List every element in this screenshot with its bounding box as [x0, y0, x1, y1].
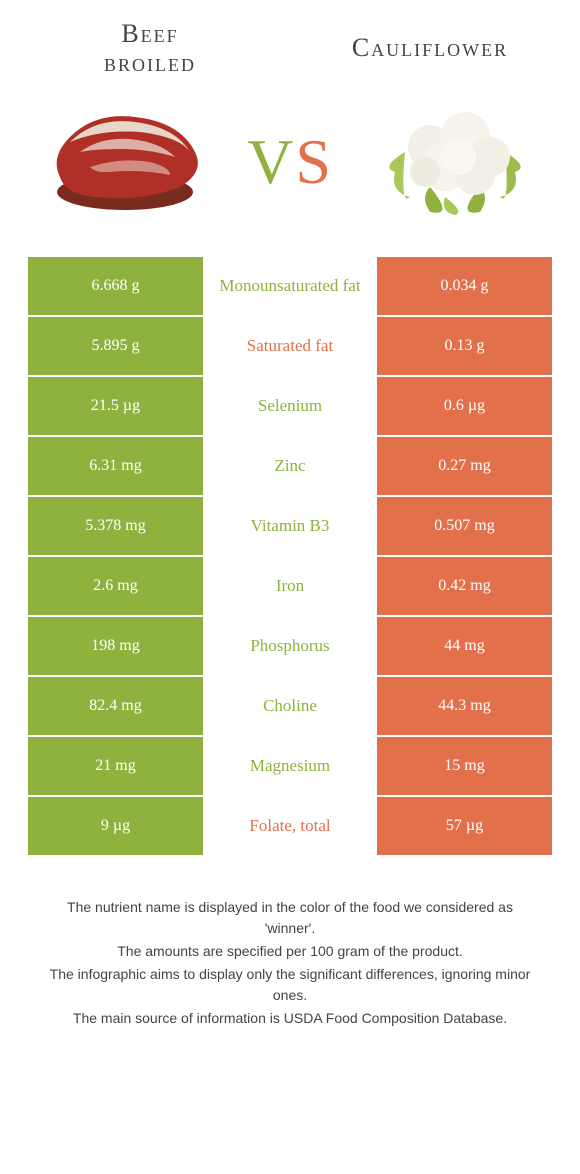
table-row: 9 µgFolate, total57 µg — [28, 797, 552, 857]
header-titles: Beefbroiled Cauliflower — [0, 0, 580, 87]
table-cell-label: Magnesium — [203, 737, 377, 797]
table-row: 6.31 mgZinc0.27 mg — [28, 437, 552, 497]
table-cell-right: 0.13 g — [377, 317, 552, 377]
table-cell-label: Iron — [203, 557, 377, 617]
footer-line-2: The amounts are specified per 100 gram o… — [40, 941, 540, 962]
right-food-title: Cauliflower — [320, 34, 540, 63]
table-cell-right: 15 mg — [377, 737, 552, 797]
table-row: 2.6 mgIron0.42 mg — [28, 557, 552, 617]
table-cell-left: 21.5 µg — [28, 377, 203, 437]
left-food-title: Beefbroiled — [40, 20, 260, 77]
table-cell-right: 0.6 µg — [377, 377, 552, 437]
table-cell-right: 0.507 mg — [377, 497, 552, 557]
table-cell-right: 0.42 mg — [377, 557, 552, 617]
table-cell-label: Selenium — [203, 377, 377, 437]
table-row: 21.5 µgSelenium0.6 µg — [28, 377, 552, 437]
table-row: 6.668 gMonounsaturated fat0.034 g — [28, 257, 552, 317]
table-cell-label: Choline — [203, 677, 377, 737]
table-cell-left: 21 mg — [28, 737, 203, 797]
table-cell-label: Saturated fat — [203, 317, 377, 377]
table-cell-left: 6.668 g — [28, 257, 203, 317]
table-row: 198 mgPhosphorus44 mg — [28, 617, 552, 677]
nutrient-table: 6.668 gMonounsaturated fat0.034 g5.895 g… — [28, 257, 552, 857]
footer-line-3: The infographic aims to display only the… — [40, 964, 540, 1006]
table-cell-left: 6.31 mg — [28, 437, 203, 497]
table-cell-right: 0.034 g — [377, 257, 552, 317]
footer-notes: The nutrient name is displayed in the co… — [40, 897, 540, 1029]
table-cell-left: 198 mg — [28, 617, 203, 677]
table-cell-left: 2.6 mg — [28, 557, 203, 617]
table-cell-label: Monounsaturated fat — [203, 257, 377, 317]
images-row: VS — [0, 87, 580, 247]
table-cell-left: 5.378 mg — [28, 497, 203, 557]
table-cell-left: 5.895 g — [28, 317, 203, 377]
table-cell-label: Folate, total — [203, 797, 377, 857]
table-cell-label: Zinc — [203, 437, 377, 497]
cauliflower-image — [370, 97, 540, 227]
footer-line-4: The main source of information is USDA F… — [40, 1008, 540, 1029]
vs-label: VS — [247, 125, 333, 199]
table-cell-left: 82.4 mg — [28, 677, 203, 737]
footer-line-1: The nutrient name is displayed in the co… — [40, 897, 540, 939]
table-cell-left: 9 µg — [28, 797, 203, 857]
table-cell-right: 0.27 mg — [377, 437, 552, 497]
table-row: 5.378 mgVitamin B30.507 mg — [28, 497, 552, 557]
table-cell-label: Phosphorus — [203, 617, 377, 677]
vs-v: V — [247, 126, 295, 197]
table-row: 82.4 mgCholine44.3 mg — [28, 677, 552, 737]
table-cell-right: 44.3 mg — [377, 677, 552, 737]
table-row: 21 mgMagnesium15 mg — [28, 737, 552, 797]
table-cell-label: Vitamin B3 — [203, 497, 377, 557]
table-cell-right: 44 mg — [377, 617, 552, 677]
table-row: 5.895 gSaturated fat0.13 g — [28, 317, 552, 377]
vs-s: S — [295, 126, 333, 197]
table-cell-right: 57 µg — [377, 797, 552, 857]
beef-image — [40, 97, 210, 227]
